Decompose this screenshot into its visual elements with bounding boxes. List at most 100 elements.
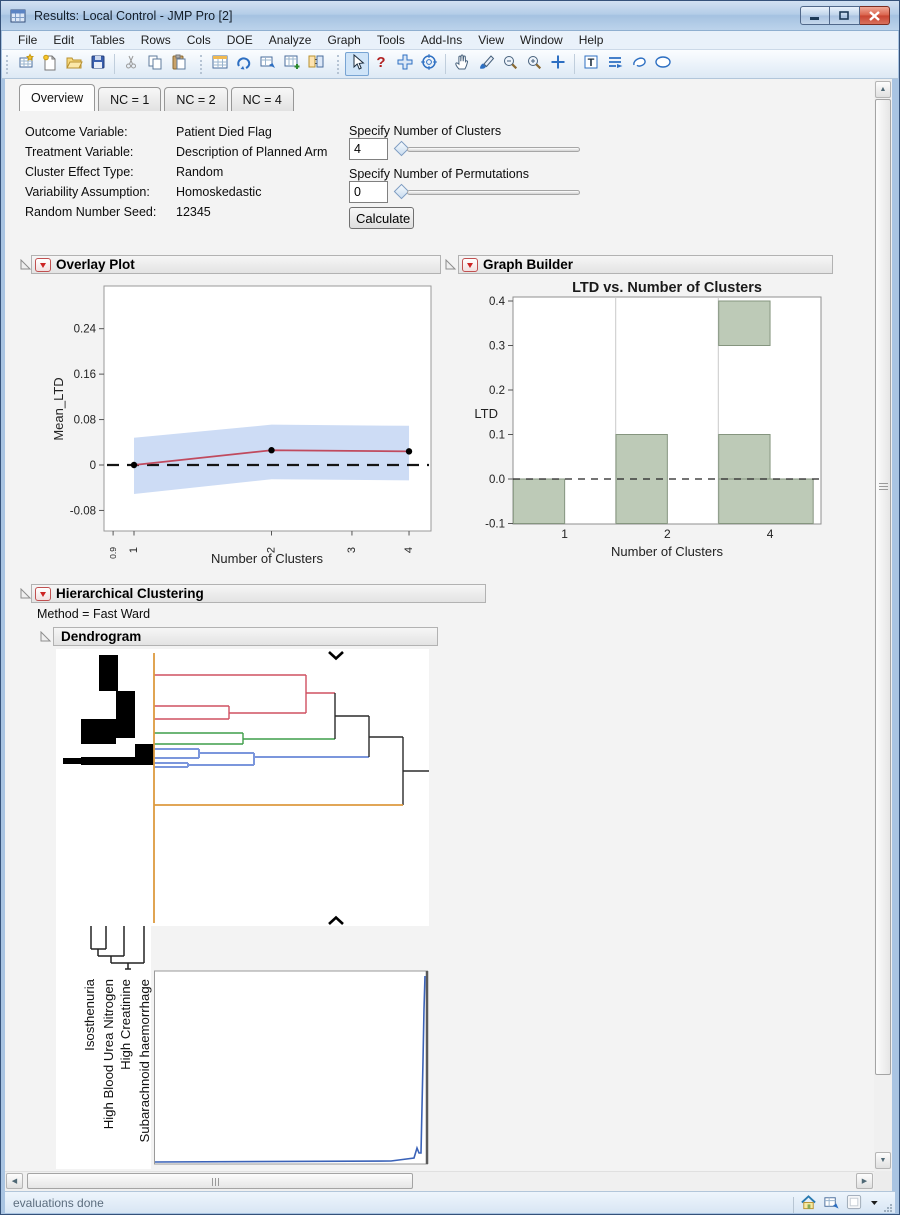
new-journal-button[interactable] xyxy=(38,52,62,76)
arrow-down-icon: ▼ xyxy=(879,1157,887,1164)
paste-button[interactable] xyxy=(167,52,191,76)
cursor-button[interactable] xyxy=(345,52,369,76)
toolbar-group-grip[interactable] xyxy=(6,54,10,74)
dropdown-caret-button[interactable] xyxy=(869,1196,881,1214)
help-button[interactable]: ? xyxy=(369,52,393,76)
table-export-button[interactable] xyxy=(823,1194,840,1214)
menu-file[interactable]: File xyxy=(18,33,38,47)
line-annotation-button[interactable] xyxy=(603,52,627,76)
clustering-menu-button[interactable] xyxy=(35,586,51,601)
toolbar-group-grip[interactable] xyxy=(337,54,341,74)
title-bar[interactable]: Results: Local Control - JMP Pro [2] xyxy=(1,1,899,31)
crosshair-tool-button[interactable] xyxy=(546,52,570,76)
report-content: Overview NC = 1 NC = 2 NC = 4 Outcome Varia… xyxy=(5,79,874,1171)
home-button[interactable] xyxy=(800,1194,817,1214)
redo-button[interactable] xyxy=(232,52,256,76)
toolbar-separator xyxy=(445,54,446,74)
svg-text:-0.08: -0.08 xyxy=(70,505,96,517)
menu-view[interactable]: View xyxy=(478,33,504,47)
dendrogram-chart[interactable] xyxy=(56,649,429,926)
scroll-thumb-grip-icon xyxy=(879,483,888,492)
calculate-button[interactable]: Calculate xyxy=(349,207,414,229)
permutations-input[interactable] xyxy=(349,181,388,203)
menu-edit[interactable]: Edit xyxy=(53,33,75,47)
tab-nc-4[interactable]: NC = 4 xyxy=(230,87,294,111)
graph-builder-menu-button[interactable] xyxy=(462,257,478,272)
vertical-scroll-thumb[interactable] xyxy=(875,99,891,1075)
menu-bar: File Edit Tables Rows Cols DOE Analyze Graph Too… xyxy=(2,31,898,50)
new-data-table-button[interactable] xyxy=(14,52,38,76)
dendrogram-header[interactable]: Dendrogram xyxy=(53,627,438,646)
svg-text:1: 1 xyxy=(128,547,140,553)
overlay-plot-header[interactable]: Overlay Plot xyxy=(31,255,441,274)
zoom-out-button[interactable] xyxy=(498,52,522,76)
clusters-input[interactable] xyxy=(349,138,388,160)
status-bar: evaluations done xyxy=(5,1191,895,1213)
overlay-disclosure-icon[interactable] xyxy=(19,258,32,276)
status-separator xyxy=(793,1197,794,1213)
toolbar-group-grip[interactable] xyxy=(200,54,204,74)
menu-addins[interactable]: Add-Ins xyxy=(420,33,463,47)
menu-rows[interactable]: Rows xyxy=(140,33,171,47)
info-value: Homoskedastic xyxy=(176,185,262,199)
lasso-annotation-button[interactable] xyxy=(627,52,651,76)
menu-tables[interactable]: Tables xyxy=(90,33,125,47)
menu-tools[interactable]: Tools xyxy=(376,33,405,47)
info-label: Variability Assumption: xyxy=(25,185,150,199)
menu-analyze[interactable]: Analyze xyxy=(268,33,312,47)
scroll-up-button[interactable]: ▲ xyxy=(875,81,891,98)
data-table-button[interactable] xyxy=(208,52,232,76)
permutations-label: Specify Number of Permutations xyxy=(349,167,529,181)
permutations-slider-track[interactable] xyxy=(407,190,580,195)
graph-builder-header[interactable]: Graph Builder xyxy=(458,255,833,274)
dendrogram-disclosure-icon[interactable] xyxy=(39,630,52,648)
move-tool-button[interactable] xyxy=(393,52,417,76)
scroll-left-button[interactable]: ◀ xyxy=(6,1173,23,1189)
svg-text:0.08: 0.08 xyxy=(74,415,96,427)
oval-annotation-button[interactable] xyxy=(651,52,675,76)
tab-nc-1[interactable]: NC = 1 xyxy=(98,87,162,111)
menu-help[interactable]: Help xyxy=(578,33,604,47)
text-annotation-button[interactable]: T xyxy=(579,52,603,76)
overlay-menu-button[interactable] xyxy=(35,257,51,272)
table-add-button[interactable] xyxy=(280,52,304,76)
clusters-slider-track[interactable] xyxy=(407,147,580,152)
tab-nc-2[interactable]: NC = 2 xyxy=(164,87,228,111)
graph-builder-chart[interactable]: LTD vs. Number of Clusters -0.1 0.0 0.1 0.2 0… xyxy=(456,275,835,575)
table-window-button[interactable] xyxy=(256,52,280,76)
tab-overview[interactable]: Overview xyxy=(19,84,96,111)
target-tool-button[interactable] xyxy=(417,52,441,76)
close-button[interactable] xyxy=(860,6,890,25)
scroll-down-button[interactable]: ▼ xyxy=(875,1152,891,1169)
window-selector-button[interactable] xyxy=(846,1194,863,1214)
vertical-scrollbar[interactable]: ▲ ▼ xyxy=(874,79,892,1171)
minimize-button[interactable] xyxy=(800,6,830,25)
zoom-in-button[interactable] xyxy=(522,52,546,76)
menu-cols[interactable]: Cols xyxy=(186,33,211,47)
menu-window[interactable]: Window xyxy=(520,33,563,47)
transpose-tables-button[interactable] xyxy=(304,52,328,76)
menu-graph[interactable]: Graph xyxy=(327,33,361,47)
svg-text:0.2: 0.2 xyxy=(489,385,505,397)
horizontal-scroll-thumb[interactable] xyxy=(27,1173,413,1189)
restore-button[interactable] xyxy=(830,6,860,25)
overlay-plot-chart[interactable]: -0.08 0 0.08 0.16 0.24 0.9 1 2 3 4 Mean_LTD Number … xyxy=(31,275,456,575)
open-file-button[interactable] xyxy=(62,52,86,76)
horizontal-scrollbar[interactable]: ◀ ▶ xyxy=(5,1171,874,1191)
brush-tool-button[interactable] xyxy=(474,52,498,76)
cut-button[interactable] xyxy=(119,52,143,76)
menu-doe[interactable]: DOE xyxy=(226,33,253,47)
copy-button[interactable] xyxy=(143,52,167,76)
svg-text:4: 4 xyxy=(767,527,774,541)
grabber-hand-button[interactable] xyxy=(450,52,474,76)
save-file-button[interactable] xyxy=(86,52,110,76)
clustering-disclosure-icon[interactable] xyxy=(19,587,32,605)
save-file-icon xyxy=(89,53,107,76)
hierarchical-clustering-header[interactable]: Hierarchical Clustering xyxy=(31,584,486,603)
resize-grip-icon[interactable] xyxy=(883,1200,893,1212)
scroll-right-button[interactable]: ▶ xyxy=(856,1173,873,1189)
graph-builder-disclosure-icon[interactable] xyxy=(444,258,457,276)
svg-text:0.16: 0.16 xyxy=(74,369,96,381)
target-tool-icon xyxy=(420,53,438,76)
